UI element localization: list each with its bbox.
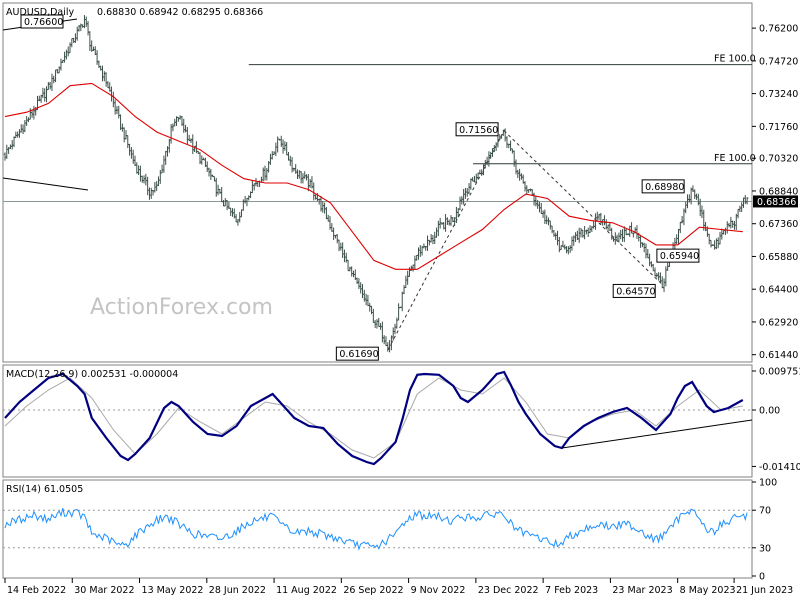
price-annotation-box <box>612 283 656 298</box>
macd-axis-label: 0.009751 <box>759 366 800 377</box>
price-axis-label: 0.74720 <box>759 56 798 67</box>
x-axis-label: 7 Feb 2023 <box>545 585 598 596</box>
current-price-tag-label: 0.68366 <box>757 197 796 208</box>
macd-trendline <box>561 419 753 449</box>
price-annotation-label: 0.64570 <box>616 286 655 297</box>
x-axis-label: 28 Jun 2022 <box>209 585 266 596</box>
moving-average-line <box>4 82 743 270</box>
current-price-tag <box>753 195 798 208</box>
x-axis-label: 23 Mar 2023 <box>612 585 672 596</box>
rsi-axis-label: 0 <box>759 572 765 583</box>
price-annotation-label: 0.71560 <box>459 125 498 136</box>
price-header-ohlc: 0.68830 0.68942 0.68295 0.68366 <box>97 7 263 18</box>
price-axis-label: 0.67360 <box>759 219 798 230</box>
price-axis-label: 0.73240 <box>759 89 798 100</box>
x-axis-label: 21 Jun 2023 <box>736 585 793 596</box>
macd-axis-label: 0.00 <box>759 406 780 417</box>
price-annotation-box <box>455 122 499 137</box>
x-axis-label: 8 May 2023 <box>680 585 736 596</box>
macd-signal-line <box>4 377 743 459</box>
rsi-axis-label: 70 <box>759 506 771 517</box>
price-dashed-projection-down <box>503 130 664 286</box>
macd-line <box>4 370 744 466</box>
price-layer: FE 100.0 FE 100.0 0.76600 0.71560 0.68980 0.6… <box>2 14 756 361</box>
price-dashed-projection-up <box>387 130 505 350</box>
price-axis-label: 0.62920 <box>759 317 798 328</box>
rsi-layer <box>3 507 752 551</box>
x-axis-label: 9 Nov 2022 <box>411 585 466 596</box>
price-axis-label: 0.76200 <box>759 24 798 35</box>
watermark: ActionForex.com <box>90 295 273 320</box>
macd-pane-title: MACD(12,26,9) 0.002531 -0.000004 <box>6 369 178 380</box>
fib-extension-label: FE 100.0 <box>714 153 756 164</box>
price-annotation-label: 0.61690 <box>339 349 378 360</box>
axis-layer: 0.76200 0.74720 0.73240 0.71760 0.70320 0.688… <box>4 24 800 596</box>
fib-extension-label: FE 100.0 <box>714 54 756 65</box>
x-axis-label: 30 Mar 2022 <box>74 585 134 596</box>
rsi-pane-title: RSI(14) 61.0505 <box>6 484 83 495</box>
price-annotation-label: 0.68980 <box>645 182 684 193</box>
price-annotation-box <box>335 346 379 361</box>
macd-pane-border <box>2 364 753 478</box>
price-axis-label: 0.71760 <box>759 122 798 133</box>
price-header-symbol: AUDUSD,Daily <box>6 7 75 18</box>
price-annotation-box <box>20 14 64 29</box>
price-axis-label: 0.61440 <box>759 350 798 361</box>
x-axis-label: 13 May 2022 <box>142 585 204 596</box>
macd-layer <box>3 370 753 466</box>
price-pane-border <box>2 2 753 363</box>
price-axis-label: 0.70320 <box>759 154 798 165</box>
price-annotation-label: 0.76600 <box>24 17 63 28</box>
x-axis-label: 14 Feb 2022 <box>7 585 66 596</box>
price-annotation-label: 0.65940 <box>660 251 699 262</box>
price-annotation-box <box>641 179 685 194</box>
x-axis-label: 23 Dec 2022 <box>478 585 539 596</box>
macd-axis-label: -0.014107 <box>759 462 800 473</box>
price-trendline-left <box>2 177 89 191</box>
x-axis-label: 26 Sep 2022 <box>343 585 403 596</box>
price-annotation-box <box>656 248 700 263</box>
x-axis-label: 11 Aug 2022 <box>276 585 337 596</box>
rsi-axis-label: 100 <box>759 478 777 489</box>
rsi-axis-label: 30 <box>759 543 771 554</box>
rsi-line <box>4 507 748 551</box>
price-axis-label: 0.64400 <box>759 285 798 296</box>
price-axis-label: 0.65880 <box>759 252 798 263</box>
rsi-pane-border <box>2 479 753 579</box>
price-axis-label: 0.68840 <box>759 186 798 197</box>
